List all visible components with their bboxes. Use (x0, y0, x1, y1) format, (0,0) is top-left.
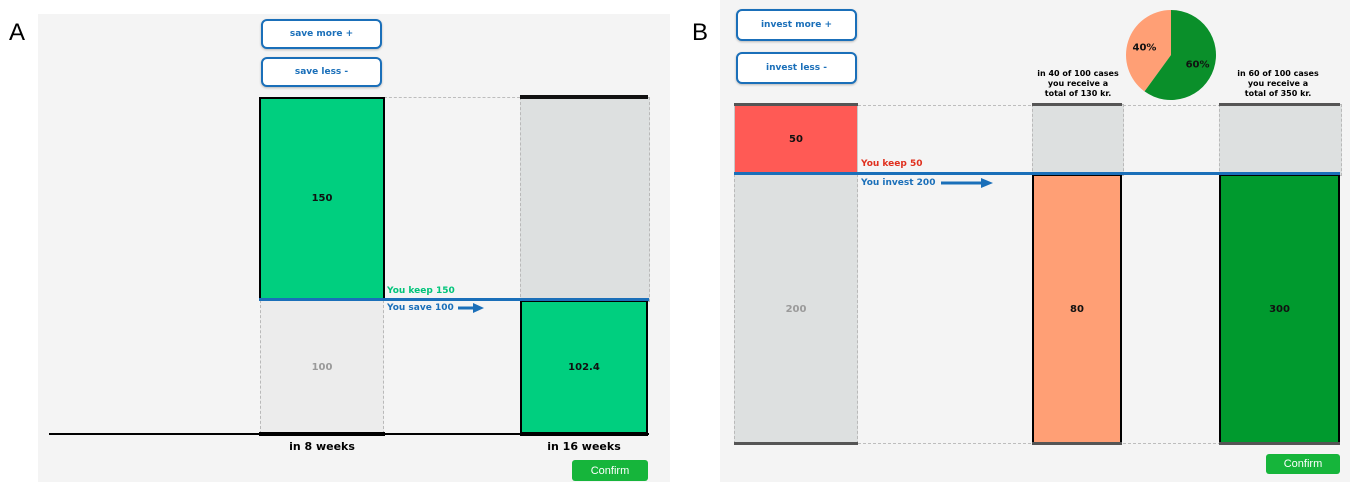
bar-outcome-60-value: 300 (1269, 303, 1290, 315)
bar-save-value: 100 (311, 361, 333, 373)
panel-letter-a: A (9, 19, 26, 46)
panel-letter-b: B (692, 19, 709, 46)
outcome-label-60-line1: in 60 of 100 cases (1237, 69, 1319, 78)
x-label-16-weeks: in 16 weeks (547, 440, 621, 453)
x-label-8-weeks: in 8 weeks (289, 440, 355, 453)
bar-outcome-60-empty (1219, 104, 1342, 176)
bar-keep-b: 50 (734, 104, 858, 174)
bar-later-top-cap (520, 95, 648, 99)
bar-invest-b: 200 (734, 174, 858, 444)
save-less-button[interactable]: save less - (261, 57, 382, 87)
bar-later-return: 102.4 (520, 300, 648, 434)
pie-slice-60 (1144, 10, 1216, 100)
pie-label-60: 60% (1186, 60, 1210, 71)
bar-keep-now: 150 (259, 97, 385, 300)
bar-invest-b-value: 200 (785, 303, 807, 315)
keep-label-b: You keep 50 (861, 159, 923, 169)
keep-label: You keep 150 (387, 286, 455, 296)
bar-later-value: 102.4 (568, 361, 600, 373)
invest-less-button[interactable]: invest less - (736, 52, 857, 84)
divider-line (259, 298, 649, 301)
bar-outcome-40-value: 80 (1070, 303, 1084, 315)
outcome-label-40-line1: in 40 of 100 cases (1037, 69, 1119, 78)
bar-outcome-40-empty (1032, 104, 1124, 176)
bar-outcome-60: 300 (1219, 174, 1340, 444)
arrow-right-icon (458, 303, 484, 313)
tick-now (259, 432, 385, 436)
outcome-label-40-line2: you receive a (1047, 79, 1109, 88)
invest-label: You invest 200 (861, 178, 936, 188)
bar-later-empty (520, 97, 650, 302)
cap-now-bottom (734, 442, 858, 445)
bar-keep-value: 150 (311, 193, 333, 204)
cap-40-bottom (1032, 442, 1122, 445)
outcome-label-60-line3: total of 350 kr. (1244, 89, 1312, 98)
outcome-label-60: in 60 of 100 cases you receive a total o… (1222, 69, 1334, 99)
outcome-label-40: in 40 of 100 cases you receive a total o… (1022, 69, 1134, 99)
confirm-button-a[interactable]: Confirm (572, 460, 648, 481)
divider-line-b (734, 172, 1340, 175)
invest-more-button[interactable]: invest more + (736, 9, 857, 41)
outcome-label-40-line3: total of 130 kr. (1044, 89, 1112, 98)
bar-save-now: 100 (260, 300, 384, 434)
cap-40-top (1032, 103, 1122, 106)
save-label: You save 100 (387, 303, 454, 313)
bar-outcome-40: 80 (1032, 174, 1122, 444)
cap-now-top (734, 103, 858, 106)
arrow-right-icon-b (941, 178, 993, 188)
cap-60-top (1219, 103, 1340, 106)
pie-slice-40 (1126, 10, 1171, 92)
pie-label-40: 40% (1132, 42, 1156, 53)
cap-60-bottom (1219, 442, 1340, 445)
guide-line-top (384, 97, 520, 98)
save-more-button[interactable]: save more + (261, 19, 382, 49)
tick-later (520, 432, 648, 436)
outcome-label-60-line2: you receive a (1247, 79, 1309, 88)
confirm-button-b[interactable]: Confirm (1266, 454, 1340, 474)
bar-keep-b-value: 50 (789, 133, 803, 145)
probability-pie-chart: 40% 60% (1126, 10, 1216, 100)
